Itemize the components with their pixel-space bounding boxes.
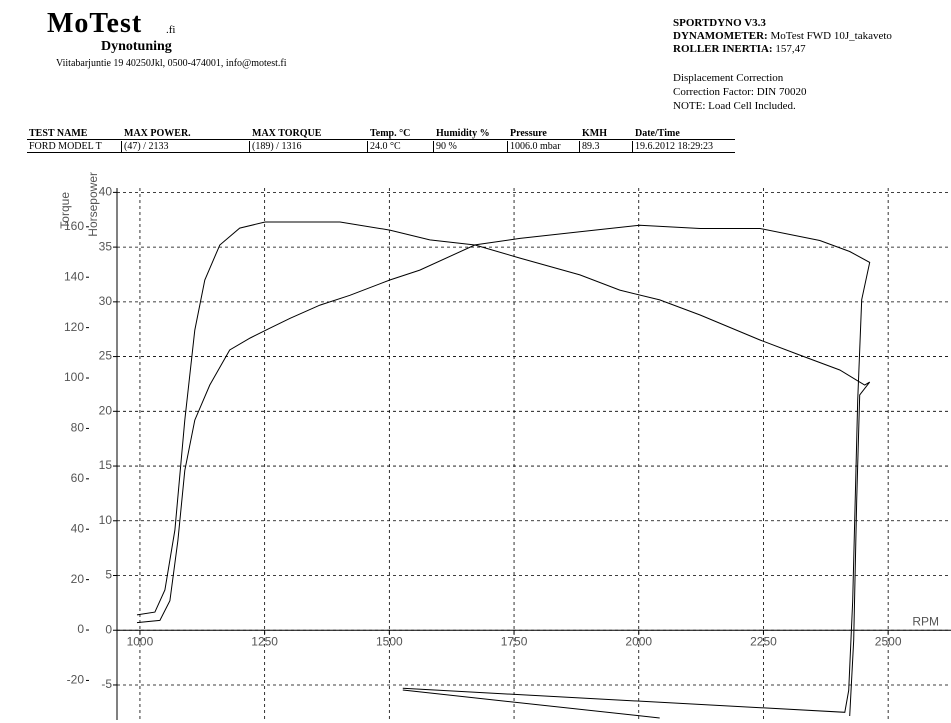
table-cell: 24.0 °C	[368, 141, 434, 153]
x-tick-label: 2250	[750, 634, 777, 648]
note: Displacement Correction	[673, 72, 784, 84]
table-cell: (189) / 1316	[250, 141, 368, 153]
inertia-line: ROLLER INERTIA: 157,47	[673, 43, 806, 55]
y2-tick-label: 20	[99, 403, 113, 417]
logo: MoTest	[47, 8, 143, 39]
table-header: MAX POWER.	[122, 128, 250, 140]
y2-tick-label: 15	[99, 458, 113, 472]
dyno-line: DYNAMOMETER: MoTest FWD 10J_takaveto	[673, 30, 892, 42]
y-tick-label: 40	[71, 521, 85, 535]
value: MoTest FWD 10J_takaveto	[770, 30, 892, 42]
y2-tick-label: 5	[105, 568, 112, 582]
x-tick-label: 1250	[251, 634, 278, 648]
label: ROLLER INERTIA:	[673, 43, 773, 55]
x-axis-label: RPM	[912, 614, 939, 628]
y2-tick-label: 30	[99, 294, 113, 308]
table-cell: 19.6.2012 18:29:23	[633, 141, 735, 153]
table-cell: FORD MODEL T	[27, 141, 122, 153]
y-tick-label: 80	[71, 421, 85, 435]
table-header: Date/Time	[633, 128, 735, 140]
table-cell: 89.3	[580, 141, 633, 153]
x-tick-label: 1000	[127, 634, 154, 648]
y-tick-label: 160	[64, 219, 84, 233]
y-tick-label: 100	[64, 370, 84, 384]
note: Correction Factor: DIN 70020	[673, 86, 807, 98]
y-tick-label: 60	[71, 471, 85, 485]
logo-suffix: .fi	[166, 24, 176, 36]
y2-tick-label: 25	[99, 349, 113, 363]
y-axis-label: Torque	[58, 192, 72, 229]
y2-tick-label: 0	[105, 622, 112, 636]
y2-tick-label: 40	[99, 185, 113, 199]
table-cell: (47) / 2133	[122, 141, 250, 153]
address: Viitabarjuntie 19 40250Jkl, 0500-474001,…	[56, 58, 287, 69]
software: SPORTDYNO V3.3	[673, 17, 766, 29]
y-tick-label: -20	[67, 673, 85, 687]
subtitle: Dynotuning	[101, 39, 172, 54]
y2-axis-label: Horsepower	[86, 172, 100, 237]
table-header: TEST NAME	[27, 128, 122, 140]
table-cell: 1006.0 mbar	[508, 141, 580, 153]
table-header: Pressure	[508, 128, 580, 140]
table-header: KMH	[580, 128, 633, 140]
table-header: Temp. °C	[368, 128, 434, 140]
x-tick-label: 2000	[625, 634, 652, 648]
note: NOTE: Load Cell Included.	[673, 100, 796, 112]
x-tick-label: 1500	[376, 634, 403, 648]
series-line	[136, 224, 871, 713]
value: 157,47	[775, 43, 806, 55]
y2-tick-label: 10	[99, 513, 113, 527]
x-tick-label: 2500	[875, 634, 902, 648]
x-tick-label: 1750	[501, 634, 528, 648]
y-tick-label: 120	[64, 320, 84, 334]
label: DYNAMOMETER:	[673, 30, 768, 42]
y2-tick-label: 35	[99, 239, 113, 253]
table-cell: 90 %	[434, 141, 508, 153]
y-tick-label: 20	[71, 572, 85, 586]
y2-tick-label: -5	[101, 677, 112, 691]
table-header: MAX TORQUE	[250, 128, 368, 140]
y-tick-label: 0	[77, 622, 84, 636]
y-tick-label: 140	[64, 269, 84, 283]
table-header: Humidity %	[434, 128, 508, 140]
